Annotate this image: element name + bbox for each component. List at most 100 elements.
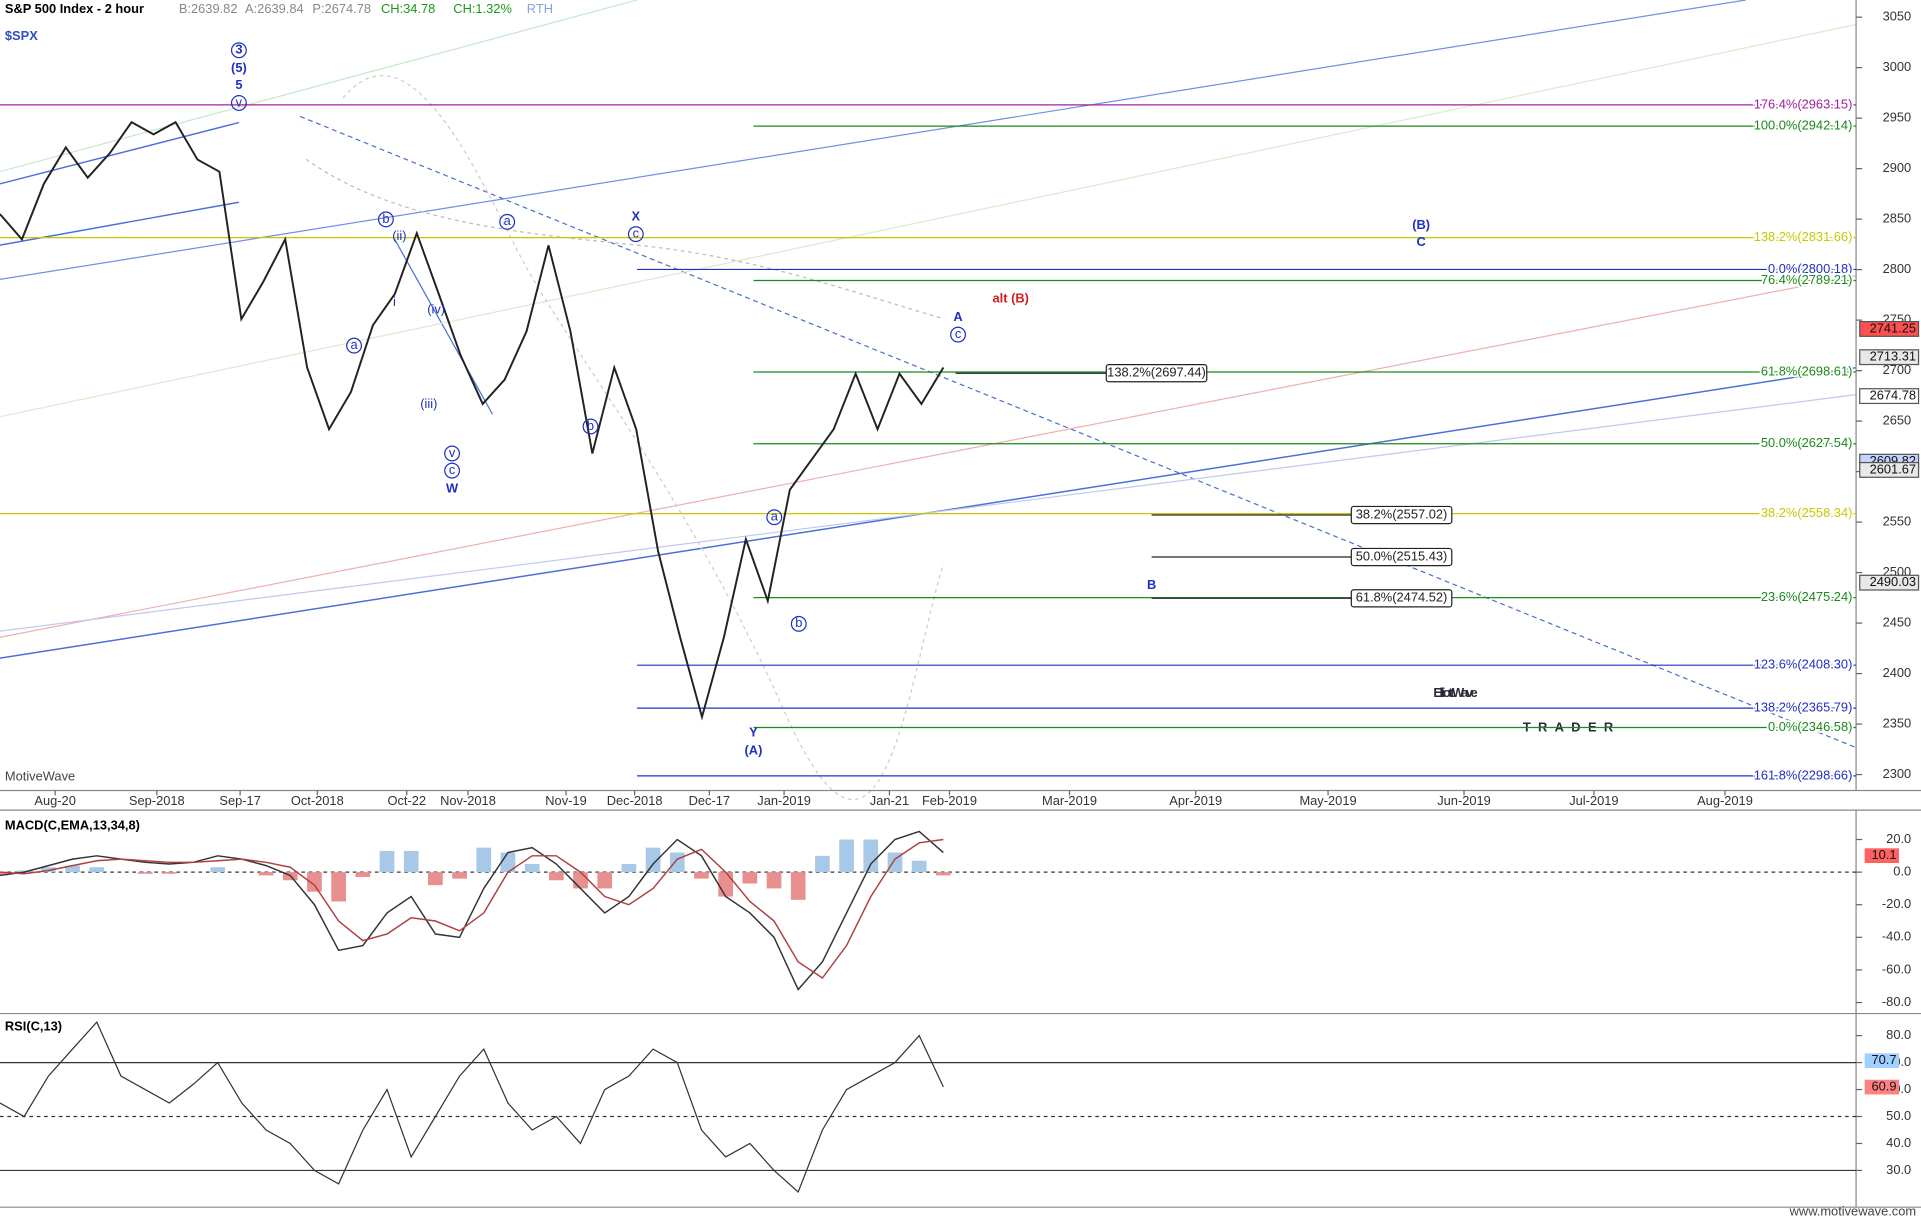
wave-label: W [446, 480, 459, 495]
x-tick-label: Aug-2019 [1697, 793, 1753, 808]
box-frame [1350, 505, 1453, 525]
trend-line [0, 275, 1857, 638]
histogram-bar [597, 872, 613, 889]
fib-label: 100.0%(2942.14) [1754, 117, 1853, 132]
symbol: $SPX [5, 28, 38, 43]
y-tick-label: 0.0 [1893, 864, 1911, 879]
box-frame [1350, 547, 1453, 567]
histogram-bar [669, 852, 685, 873]
fib-label: 0.0%(2346.58) [1768, 719, 1852, 734]
wave-circle [790, 615, 807, 632]
price-badge-label: 2490.03 [1870, 574, 1916, 589]
histogram-bar [258, 872, 274, 876]
box-label: 38.2%(2557.02) [1356, 506, 1447, 521]
wave-label: B [1147, 577, 1156, 592]
panel-title: MACD(C,EMA,13,34,8) [5, 817, 140, 832]
wave-label: b [587, 418, 594, 433]
trend-line [0, 0, 638, 173]
trend-line [393, 238, 494, 415]
x-tick-label: Dec-2018 [607, 793, 663, 808]
wave-label: 5 [235, 77, 242, 92]
y-tick-label: 2400 [1883, 665, 1912, 680]
fib-label: 50.0%(2627.54) [1761, 435, 1852, 450]
histogram-bar [790, 872, 806, 900]
fib-label: 38.2%(2558.34) [1761, 505, 1852, 520]
y-tick-label: 2700 [1883, 362, 1912, 377]
x-tick-label: Jan-21 [870, 793, 909, 808]
y-tick-label: 2550 [1883, 513, 1912, 528]
value-badge-label: 70.7 [1871, 1052, 1896, 1067]
histogram-bar [645, 847, 661, 873]
histogram-bar [766, 872, 782, 889]
footer: www.motivewave.com [1789, 1203, 1916, 1217]
indicator-line [0, 1021, 944, 1194]
wave-label: a [350, 337, 358, 352]
x-tick-label: Jun-2019 [1437, 793, 1491, 808]
wave-label: 3 [235, 42, 242, 57]
y-tick-label: 2800 [1883, 261, 1912, 276]
chart-title: S&P 500 Index - 2 hour [5, 1, 144, 16]
fib-label: 123.6%(2408.30) [1754, 657, 1853, 672]
histogram-bar [137, 872, 153, 874]
y-tick-label: -80.0 [1882, 994, 1911, 1009]
price-badge [1859, 461, 1920, 478]
indicator-line [0, 830, 944, 991]
histogram-bar [452, 872, 467, 879]
histogram-bar [307, 872, 322, 892]
wave-circle [582, 418, 599, 435]
histogram-bar [331, 872, 346, 902]
wave-label: (5) [231, 60, 247, 75]
wave-circle [444, 445, 461, 462]
trend-line [0, 23, 1857, 418]
fib-label: 61.8%(2698.61) [1761, 363, 1852, 378]
wave-circle [230, 42, 247, 59]
histogram-bar [718, 872, 734, 897]
wave-label: C [1417, 234, 1426, 249]
price-badge-label: 2741.25 [1870, 320, 1916, 335]
header-value: B:2639.82 [179, 1, 238, 16]
header-value: CH:1.32% [453, 1, 512, 16]
wave-label: Y [749, 724, 758, 739]
header-value: RTH [527, 1, 553, 16]
histogram-bar [16, 870, 32, 873]
y-tick-label: 80.0 [1886, 1027, 1911, 1042]
histogram-bar [355, 872, 371, 878]
wave-label: (A) [745, 743, 763, 758]
y-tick-label: 20.0 [1886, 831, 1911, 846]
x-tick-label: Nov-2018 [440, 793, 496, 808]
wave-label: (ii) [392, 228, 406, 243]
wave-label: X [632, 208, 641, 223]
wave-label: v [449, 445, 456, 460]
histogram-bar [839, 839, 854, 873]
wave-label: alt (B) [993, 290, 1029, 305]
x-tick-label: Oct-2018 [291, 793, 344, 808]
price-badge [1859, 320, 1920, 337]
histogram-bar [815, 855, 830, 873]
wave-circle [444, 462, 461, 479]
price-badge [1859, 388, 1920, 405]
histogram-bar [41, 867, 56, 873]
y-tick-label: 2300 [1883, 766, 1912, 781]
logo-brand: ElliottWave [1433, 685, 1477, 700]
band [342, 75, 944, 801]
histogram-bar [403, 850, 419, 873]
trend-line [0, 0, 1746, 281]
x-tick-label: Jul-2019 [1569, 793, 1618, 808]
x-tick-label: Jan-2019 [757, 793, 811, 808]
value-badge-label: 60.9 [1871, 1079, 1896, 1094]
wave-circle [346, 337, 363, 354]
histogram-bar [210, 867, 226, 873]
indicator-line [0, 838, 944, 980]
histogram-bar [548, 872, 564, 881]
wave-circle [230, 94, 247, 111]
logo-sub: TRADER [1523, 719, 1621, 734]
x-tick-label: Nov-19 [545, 793, 586, 808]
y-tick-label: 2650 [1883, 412, 1912, 427]
price-line [0, 120, 945, 721]
histogram-bar [694, 872, 709, 879]
x-tick-label: Dec-17 [689, 793, 730, 808]
fib-label: 138.2%(2831.66) [1754, 229, 1853, 244]
fib-label: 138.2%(2365.79) [1754, 700, 1853, 715]
